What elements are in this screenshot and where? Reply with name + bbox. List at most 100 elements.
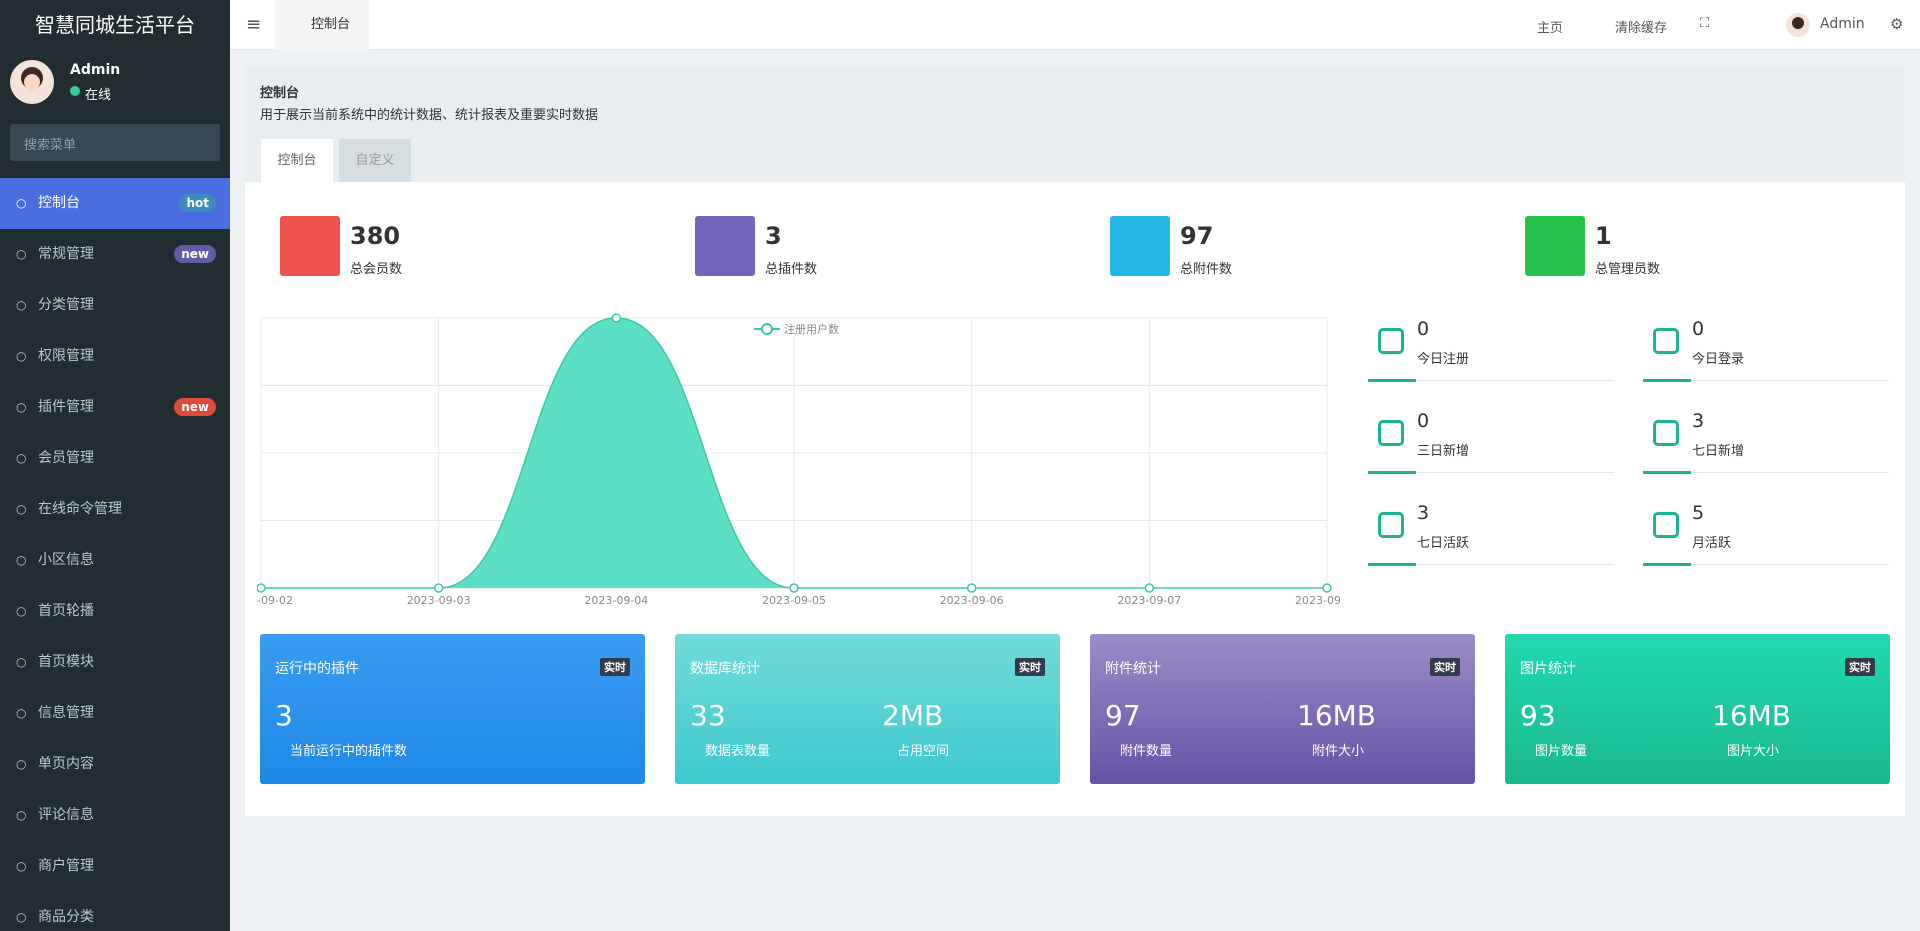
mini-icon (1653, 328, 1679, 354)
menu-item[interactable]: ○ 信息管理 (0, 688, 230, 739)
menu-item[interactable]: ○ 权限管理 (0, 331, 230, 382)
mini-icon (1378, 420, 1404, 446)
mini-rule (1368, 472, 1614, 473)
stat-icon (280, 216, 340, 276)
card-value: 97 (1105, 699, 1141, 732)
mini-accent (1368, 379, 1416, 382)
legend-label: 注册用户数 (784, 322, 839, 336)
mini-value: 3 (1417, 502, 1430, 524)
menu-label: 会员管理 (38, 450, 94, 466)
card-label: 数据表数量 (705, 744, 771, 759)
menu-item[interactable]: ○ 常规管理 new (0, 229, 230, 280)
mini-label: 三日新增 (1417, 444, 1470, 459)
card-value: 16MB (1712, 699, 1791, 732)
card-title: 数据库统计 (690, 661, 760, 677)
avatar (10, 60, 54, 104)
mini-value: 5 (1692, 502, 1705, 524)
search-box[interactable]: 搜索菜单 (10, 124, 220, 161)
menu-icon: ○ (16, 400, 27, 414)
menu-label: 商品分类 (38, 909, 94, 925)
card-badge: 实时 (1845, 658, 1875, 676)
card-value: 2MB (882, 699, 944, 732)
point (1322, 583, 1332, 593)
menu-item[interactable]: ○ 插件管理 new (0, 382, 230, 433)
x-tick-label: 2023-09-07 (1117, 594, 1181, 607)
menu-item[interactable]: ○ 分类管理 (0, 280, 230, 331)
card-title: 运行中的插件 (275, 661, 359, 677)
tab-active[interactable]: 控制台 (261, 139, 333, 182)
card-value: 33 (690, 699, 726, 732)
menu-item[interactable]: ○ 商户管理 (0, 841, 230, 892)
x-tick-label: 2023-09-03 (407, 594, 471, 607)
stat-card: 数据库统计 实时 33 数据表数量 2MB 占用空间 (675, 634, 1060, 784)
mini-icon (1378, 328, 1404, 354)
card-badge: 实时 (600, 658, 630, 676)
tab[interactable]: 自定义 (339, 139, 411, 182)
mini-value: 0 (1692, 318, 1705, 340)
x-tick-label: 2023-09-06 (940, 594, 1004, 607)
mini-accent (1643, 379, 1691, 382)
card-badge: 实时 (1430, 658, 1460, 676)
point (611, 313, 622, 323)
home-link[interactable]: 主页 (1537, 21, 1564, 36)
mini-rule (1643, 472, 1889, 473)
menu-toggle[interactable]: ≡ (246, 14, 262, 35)
menu-label: 分类管理 (38, 297, 94, 313)
mini-label: 今日登录 (1692, 352, 1745, 367)
menu-item[interactable]: ○ 首页模块 (0, 637, 230, 688)
card-value: 3 (275, 699, 293, 732)
panel-description: 用于展示当前系统中的统计数据、统计报表及重要实时数据 (260, 108, 599, 123)
menu-item[interactable]: ○ 会员管理 (0, 433, 230, 484)
menu-icon: ○ (16, 706, 27, 720)
menu-label: 权限管理 (38, 348, 94, 364)
stat-label: 总附件数 (1180, 262, 1233, 277)
menu-item[interactable]: ○ 评论信息 (0, 790, 230, 841)
point (257, 583, 266, 593)
menu-item[interactable]: ○ 单页内容 (0, 739, 230, 790)
point (433, 583, 444, 593)
mini-accent (1643, 563, 1691, 566)
clear-cache-link[interactable]: 清除缓存 (1615, 21, 1668, 36)
stat-card: 附件统计 实时 97 附件数量 16MB 附件大小 (1090, 634, 1475, 784)
menu-item[interactable]: ○ 控制台 hot (0, 178, 230, 229)
menu-icon: ○ (16, 349, 27, 363)
stat-value: 97 (1180, 222, 1214, 250)
nav-tab[interactable]: 控制台 (275, 0, 369, 50)
menu-label: 控制台 (38, 195, 80, 211)
menu-item[interactable]: ○ 小区信息 (0, 535, 230, 586)
menu-label: 常规管理 (38, 246, 94, 262)
stat-icon (1525, 216, 1585, 276)
card-title: 图片统计 (1520, 661, 1576, 677)
mini-rule (1368, 380, 1614, 381)
top-avatar[interactable] (1786, 13, 1810, 37)
menu-label: 信息管理 (38, 705, 94, 721)
menu-item[interactable]: ○ 首页轮播 (0, 586, 230, 637)
card-label: 附件数量 (1120, 744, 1173, 759)
mini-rule (1643, 564, 1889, 565)
menu-badge: hot (179, 194, 216, 212)
card-value: 16MB (1297, 699, 1376, 732)
fullscreen[interactable]: ⛶ (1700, 16, 1710, 31)
top-user[interactable]: Admin (1820, 16, 1865, 32)
menu-label: 插件管理 (38, 399, 94, 415)
card-label: 当前运行中的插件数 (290, 744, 408, 759)
menu-item[interactable]: ○ 商品分类 (0, 892, 230, 931)
status-dot (70, 86, 80, 96)
stat-label: 总插件数 (765, 262, 818, 277)
menu-badge: new (174, 245, 216, 263)
stat-card: 图片统计 实时 93 图片数量 16MB 图片大小 (1505, 634, 1890, 784)
stat-value: 380 (350, 222, 401, 250)
menu-icon: ○ (16, 451, 27, 465)
stat-label: 总管理员数 (1595, 262, 1661, 277)
menu-icon: ○ (16, 655, 27, 669)
menu-item[interactable]: ○ 在线命令管理 (0, 484, 230, 535)
menu-label: 单页内容 (38, 756, 94, 772)
stat-icon (1110, 216, 1170, 276)
mini-accent (1368, 471, 1416, 474)
mini-value: 0 (1417, 318, 1430, 340)
stat-icon (695, 216, 755, 276)
settings[interactable]: ⚙ (1890, 15, 1904, 33)
topbar: ≡ 控制台 主页 清除缓存 ⛶ Admin ⚙ (230, 0, 1920, 50)
mini-rule (1643, 380, 1889, 381)
